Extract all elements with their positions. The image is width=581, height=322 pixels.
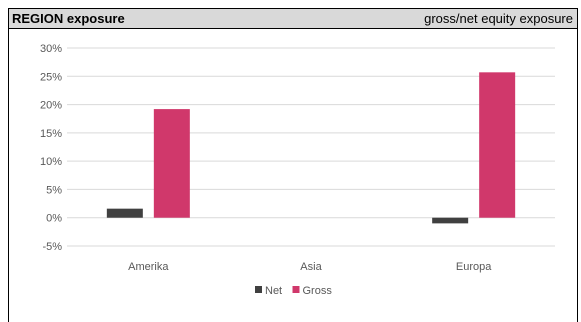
legend-swatch-net xyxy=(255,286,262,293)
y-tick-label: 15% xyxy=(40,128,62,140)
legend-label-gross: Gross xyxy=(303,285,333,297)
x-axis: Amerika Asia Europa xyxy=(128,261,492,273)
y-tick-label: 20% xyxy=(40,100,62,112)
bar-net-amerika xyxy=(106,208,143,218)
chart-header: REGION exposure gross/net equity exposur… xyxy=(9,9,577,29)
x-tick-label: Europa xyxy=(456,261,492,273)
bar-net-europa xyxy=(432,217,469,224)
chart-subtitle: gross/net equity exposure xyxy=(424,11,573,26)
bar-gross-europa xyxy=(479,72,516,218)
x-tick-label: Asia xyxy=(300,261,322,273)
bars xyxy=(106,72,516,224)
bar-gross-amerika xyxy=(153,109,190,218)
y-axis: 30% 25% 20% 15% 10% 5% 0% -5% xyxy=(40,43,62,253)
x-tick-label: Amerika xyxy=(128,261,169,273)
legend-label-net: Net xyxy=(265,285,282,297)
y-tick-label: -5% xyxy=(42,241,62,253)
gridlines xyxy=(67,47,555,247)
legend: Net Gross xyxy=(255,285,332,297)
y-tick-label: 0% xyxy=(46,213,62,225)
y-tick-label: 5% xyxy=(46,184,62,196)
y-tick-label: 30% xyxy=(40,43,62,55)
y-tick-label: 10% xyxy=(40,156,62,168)
legend-swatch-gross xyxy=(292,286,300,293)
chart-title: REGION exposure xyxy=(12,11,125,26)
y-tick-label: 25% xyxy=(40,71,62,83)
